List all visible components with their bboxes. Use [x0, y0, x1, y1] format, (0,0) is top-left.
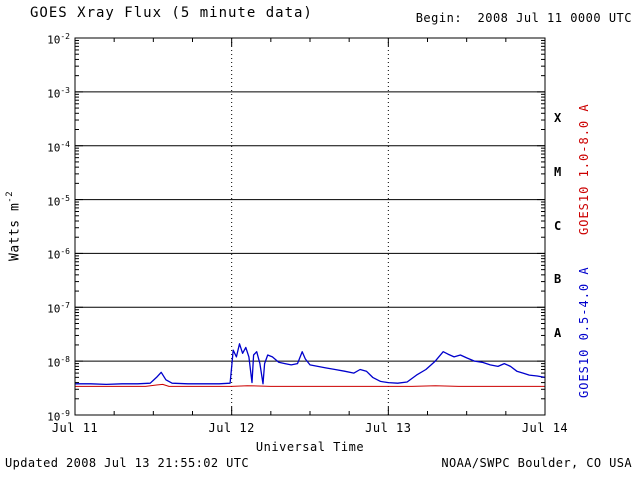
- y-axis-label: Watts m-2: [5, 146, 22, 306]
- series-line-short: [75, 343, 546, 386]
- series-line-long: [75, 383, 545, 387]
- y-tick-label: 10-2: [47, 32, 70, 47]
- flare-class-label-A: A: [554, 326, 562, 341]
- long-channel-label: GOES10 1.0-8.0 A: [577, 103, 591, 235]
- chart-title: GOES Xray Flux (5 minute data): [30, 5, 313, 21]
- flare-class-label-B: B: [554, 272, 562, 287]
- y-tick-label: 10-5: [47, 193, 70, 209]
- begin-timestamp: Begin: 2008 Jul 11 0000 UTC: [415, 11, 632, 25]
- x-tick-label: Jul 11: [51, 421, 99, 435]
- y-tick-label: 10-3: [47, 85, 70, 101]
- y-tick-label: 10-6: [47, 247, 70, 263]
- flare-class-label-C: C: [554, 218, 562, 233]
- y-axis-label-text: Watts m: [7, 202, 23, 262]
- y-tick-label: 10-8: [47, 355, 70, 370]
- x-tick-label: Jul 13: [365, 421, 412, 435]
- y-tick-label: 10-7: [47, 301, 70, 316]
- data-source: NOAA/SWPC Boulder, CO USA: [441, 456, 632, 470]
- flare-class-label-M: M: [554, 164, 562, 179]
- flare-class-label-X: X: [554, 110, 562, 125]
- x-axis-label: Universal Time: [255, 440, 365, 454]
- y-axis-label-exponent: -2: [5, 190, 15, 203]
- short-channel-label: GOES10 0.5-4.0 A: [577, 266, 591, 398]
- plot-frame: [74, 37, 546, 416]
- x-tick-label: Jul 14: [521, 421, 569, 435]
- x-tick-label: Jul 12: [208, 421, 255, 435]
- y-tick-label: 10-4: [47, 139, 70, 155]
- updated-timestamp: Updated 2008 Jul 13 21:55:02 UTC: [5, 456, 249, 470]
- y-tick-label: 10-9: [47, 409, 70, 424]
